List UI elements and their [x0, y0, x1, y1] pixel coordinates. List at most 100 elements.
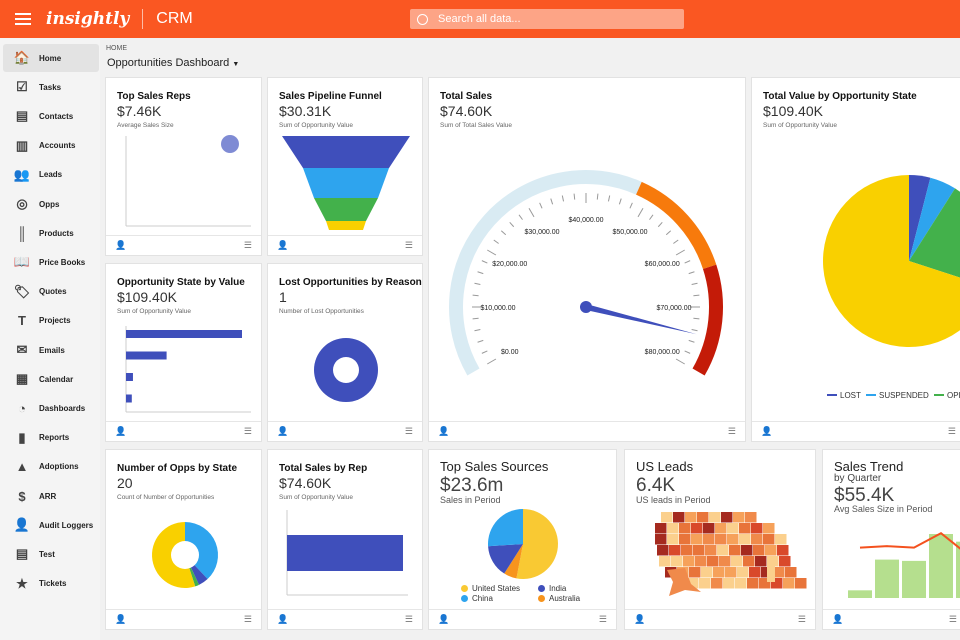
card-lost-opps[interactable]: Lost Opportunities by Reason 1 Number of L… [267, 263, 423, 442]
state-region [689, 567, 701, 578]
sidebar-item-calendar[interactable]: ▦ Calendar [3, 365, 99, 393]
app-name: CRM [156, 10, 193, 27]
sidebar-item-products[interactable]: ║ Products [3, 219, 99, 247]
card-metric-label: Sum of Opportunity Value [279, 494, 353, 501]
card-footer: 👤 ☰ [625, 609, 815, 629]
card-us-leads[interactable]: US Leads 6.4K US leads in Period 👤 ☰ [624, 449, 816, 630]
state-region [763, 523, 775, 534]
sidebar-item-quotes[interactable]: 🏷 Quotes [3, 278, 99, 306]
user-check-icon: 👤 [13, 517, 31, 533]
chart-svg [488, 509, 558, 579]
top-bar: insightly CRM Search all data... [0, 0, 960, 38]
breadcrumb[interactable]: HOME [106, 45, 127, 52]
state-region [737, 567, 749, 578]
card-top-sales-reps[interactable]: Top Sales Reps $7.46K Average Sales Size 👤… [105, 77, 262, 256]
data-point [221, 135, 239, 153]
logo[interactable]: insightly [46, 9, 130, 29]
gauge-tick [487, 358, 497, 365]
user-icon[interactable]: 👤 [115, 426, 127, 436]
list-icon[interactable]: ☰ [404, 614, 413, 624]
gauge-band-1 [449, 170, 642, 376]
state-region [745, 512, 757, 523]
chart-svg [152, 522, 219, 588]
card-opp-state-value[interactable]: Opportunity State by Value $109.40K Sum of… [105, 263, 262, 442]
card-title: Top Sales Sources [440, 459, 549, 474]
legend-swatch [538, 585, 545, 592]
sidebar-item-contacts[interactable]: ▤ Contacts [3, 102, 99, 130]
card-total-sales[interactable]: Total Sales $74.60K Sum of Total Sales Val… [428, 77, 746, 442]
card-num-opps-state[interactable]: Number of Opps by State 20 Count of Number… [105, 449, 262, 630]
state-pie-slice-open [909, 188, 960, 278]
user-icon[interactable]: 👤 [761, 426, 773, 436]
funnel-stage-4 [326, 221, 366, 230]
legend-item: India [538, 584, 566, 593]
state-region [739, 523, 751, 534]
list-icon[interactable]: ☰ [727, 426, 736, 436]
sidebar-item-emails[interactable]: ✉ Emails [3, 336, 99, 364]
user-icon[interactable]: 👤 [277, 614, 289, 624]
user-icon[interactable]: 👤 [832, 614, 844, 624]
user-icon[interactable]: 👤 [277, 240, 289, 250]
gauge-tick [481, 260, 488, 264]
sidebar-item-test[interactable]: ▤ Test [3, 540, 99, 568]
dashboard-selector[interactable]: Opportunities Dashboard ▼ [107, 57, 239, 69]
list-icon[interactable]: ☰ [243, 426, 252, 436]
card-footer: 👤 ☰ [823, 609, 960, 629]
emails-icon: ✉ [16, 342, 28, 357]
list-icon[interactable]: ☰ [947, 426, 956, 436]
sidebar-item-home[interactable]: 🏠 Home [3, 44, 99, 72]
sources-pie-slice-india [488, 544, 523, 574]
user-icon[interactable]: 👤 [438, 426, 450, 436]
sidebar-item-adoptions[interactable]: ▲ Adoptions [3, 453, 99, 481]
sidebar-item-projects[interactable]: T Projects [3, 307, 99, 335]
state-region [683, 556, 695, 567]
leads-icon: 👥 [13, 166, 31, 182]
list-icon[interactable]: ☰ [948, 614, 957, 624]
list-icon[interactable]: ☰ [404, 240, 413, 250]
card-top-sources[interactable]: Top Sales Sources $23.6m Sales in Period 👤… [428, 449, 617, 630]
gauge-tick [500, 230, 507, 236]
card-sales-by-rep[interactable]: Total Sales by Rep $74.60K Sum of Opportun… [267, 449, 423, 630]
list-icon[interactable]: ☰ [404, 426, 413, 436]
card-sales-trend[interactable]: Sales Trend by Quarter $55.4K Avg Sales Siz… [822, 449, 960, 630]
user-icon[interactable]: 👤 [634, 614, 646, 624]
user-icon[interactable]: 👤 [277, 426, 289, 436]
sidebar-item-tasks[interactable]: ☑ Tasks [3, 73, 99, 101]
state-region [779, 556, 791, 567]
sidebar-item-opps[interactable]: ◎ Opps [3, 190, 99, 218]
state-pie-slice-3 [823, 175, 960, 347]
list-icon[interactable]: ☰ [797, 614, 806, 624]
card-title: Lost Opportunities by Reason [279, 277, 422, 288]
user-icon[interactable]: 👤 [115, 240, 127, 250]
list-icon[interactable]: ☰ [243, 240, 252, 250]
user-icon[interactable]: 👤 [438, 614, 450, 624]
sidebar-item-reports[interactable]: ▮ Reports [3, 424, 99, 452]
opps-donut-slice-0 [185, 522, 219, 580]
gauge-tick [472, 294, 479, 297]
legend-label: United States [472, 584, 521, 593]
sidebar-item-accounts[interactable]: ▥ Accounts [3, 132, 99, 160]
list-icon[interactable]: ☰ [598, 614, 607, 624]
state-pie-slice-suspended [909, 177, 956, 261]
card-total-value-state[interactable]: Total Value by Opportunity State $109.40K… [751, 77, 960, 442]
sidebar-item-label: Quotes [39, 287, 67, 297]
user-icon[interactable]: 👤 [115, 614, 127, 624]
sidebar-item-arr[interactable]: $ ARR [3, 482, 99, 510]
state-region [711, 578, 723, 589]
sidebar-item-tickets[interactable]: ★ Tickets [3, 570, 99, 598]
state-region [753, 545, 765, 556]
sidebar-item-dashboards[interactable]: ◔ Dashboards [3, 394, 99, 422]
sidebar-item-leads[interactable]: 👥 Leads [3, 161, 99, 189]
sidebar-item-audit-loggers[interactable]: 👤 Audit Loggers [3, 511, 99, 539]
sidebar-item-label: Audit Loggers [39, 520, 94, 530]
legend-label: OPEN [947, 391, 960, 400]
list-icon[interactable]: ☰ [243, 614, 252, 624]
hamburger-menu-icon[interactable] [15, 13, 31, 25]
search-input[interactable]: Search all data... [410, 9, 684, 29]
sidebar-item-label: Projects [39, 316, 71, 326]
gauge-tick [618, 198, 622, 205]
card-pipeline[interactable]: Sales Pipeline Funnel $30.31K Sum of Oppor… [267, 77, 423, 256]
card-value: $109.40K [117, 289, 177, 305]
card-title: Total Value by Opportunity State [763, 91, 917, 102]
sidebar-item-price-books[interactable]: 📖 Price Books [3, 248, 99, 276]
